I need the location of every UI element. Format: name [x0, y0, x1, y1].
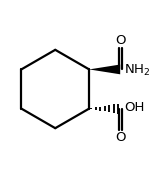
- Text: O: O: [115, 131, 125, 144]
- Text: OH: OH: [124, 101, 145, 114]
- Text: O: O: [115, 34, 125, 47]
- Text: NH$_2$: NH$_2$: [124, 63, 151, 78]
- Polygon shape: [89, 64, 120, 74]
